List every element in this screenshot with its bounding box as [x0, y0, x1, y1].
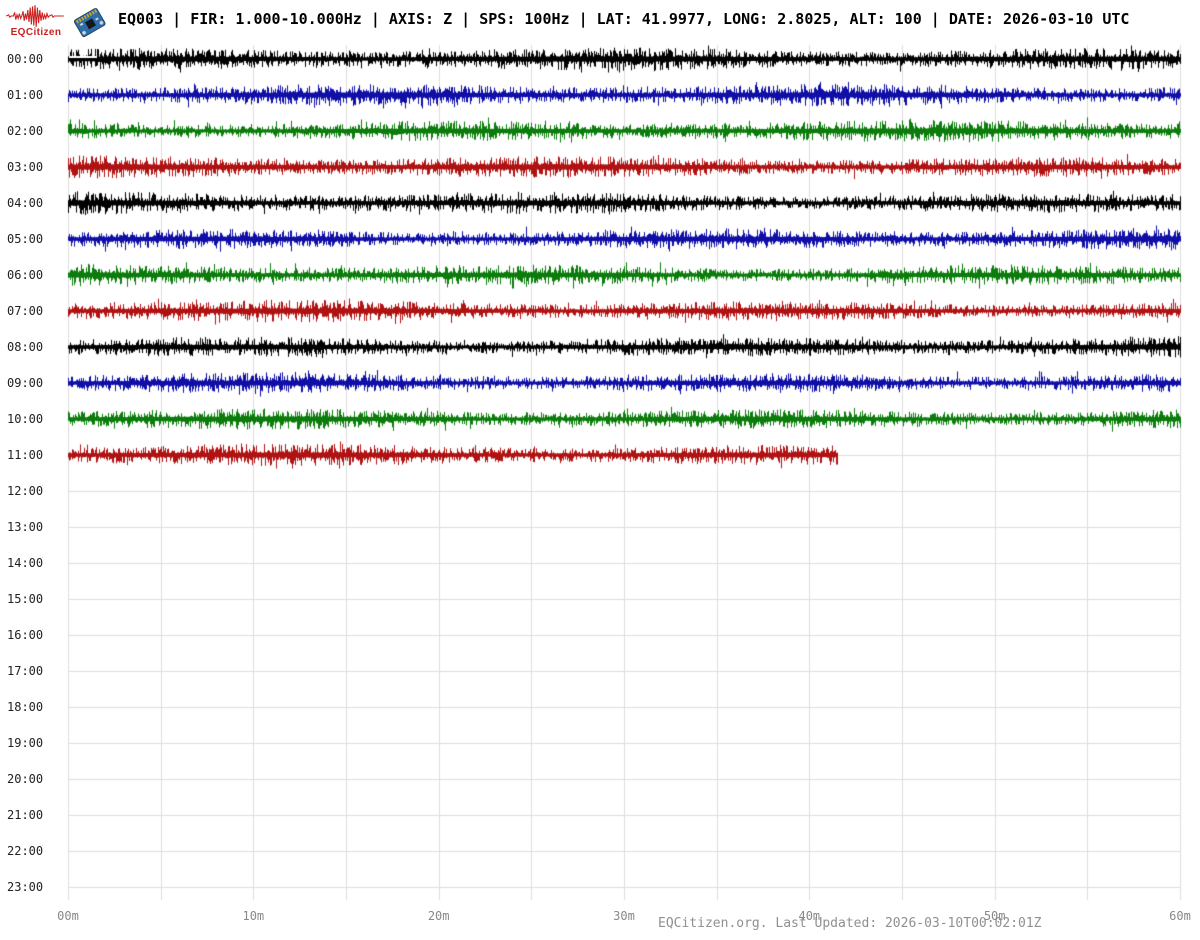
- hour-label: 16:00: [7, 628, 44, 642]
- hour-label: 03:00: [7, 160, 44, 174]
- hour-label: 18:00: [7, 700, 44, 714]
- hour-label: 20:00: [7, 772, 44, 786]
- hour-label: 04:00: [7, 196, 44, 210]
- hour-label: 09:00: [7, 376, 44, 390]
- hour-label: 00:00: [7, 52, 44, 66]
- hour-label: 15:00: [7, 592, 44, 606]
- hour-label: 21:00: [7, 808, 44, 822]
- minute-tick-label: 50m: [983, 909, 1006, 923]
- minute-tick-label: 40m: [798, 909, 821, 923]
- minute-tick-label: 20m: [427, 909, 450, 923]
- hour-label: 01:00: [7, 88, 44, 102]
- hour-label: 12:00: [7, 484, 44, 498]
- minute-tick-label: 60m: [1169, 909, 1191, 923]
- hour-label: 02:00: [7, 124, 44, 138]
- hour-label: 11:00: [7, 448, 44, 462]
- hour-label: 08:00: [7, 340, 44, 354]
- hour-label: 17:00: [7, 664, 44, 678]
- hour-label: 19:00: [7, 736, 44, 750]
- minute-tick-label: 30m: [613, 909, 635, 923]
- minute-tick-label: 00m: [57, 909, 79, 923]
- hour-label: 23:00: [7, 880, 44, 894]
- hour-label: 10:00: [7, 412, 44, 426]
- hour-label: 06:00: [7, 268, 44, 282]
- hour-label: 07:00: [7, 304, 44, 318]
- hour-label: 14:00: [7, 556, 44, 570]
- hour-label: 13:00: [7, 520, 44, 534]
- hour-label: 05:00: [7, 232, 44, 246]
- footer-status: EQCitizen.org. Last Updated: 2026-03-10T…: [658, 916, 1042, 931]
- minute-tick-label: 10m: [242, 909, 265, 923]
- hour-label: 22:00: [7, 844, 44, 858]
